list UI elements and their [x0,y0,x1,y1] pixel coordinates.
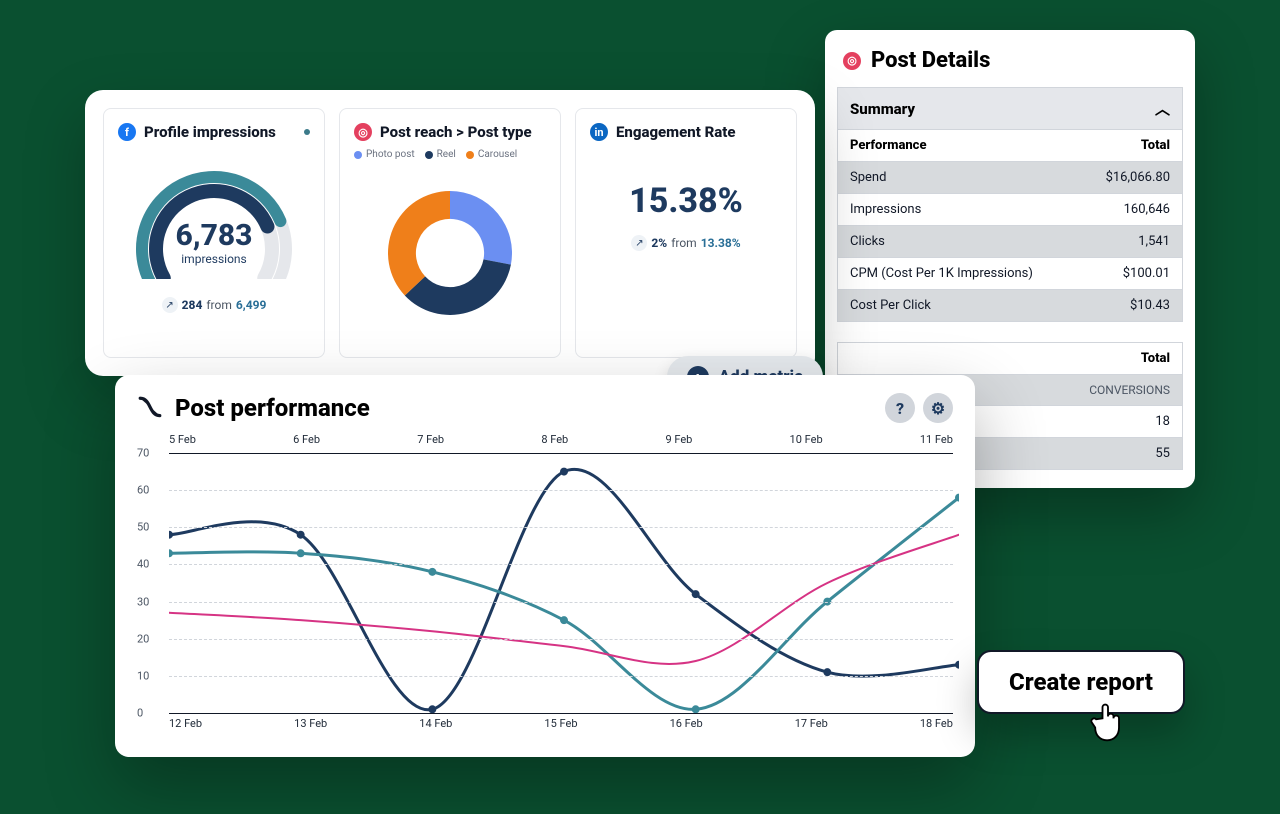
row-val: 55 [1155,446,1170,461]
legend-item: Reel [425,149,456,160]
row-val: $100.01 [1123,266,1170,281]
line-chart: 5 Feb 6 Feb 7 Feb 8 Feb 9 Feb 10 Feb 11 Feb 12… [137,435,953,735]
summary-label: Summary [850,100,915,118]
row-val: $16,066.80 [1106,170,1170,185]
x-tick-label: 13 Feb [294,717,327,737]
analytics-icon [137,395,163,421]
col-total: Total [1141,138,1170,153]
create-report-button[interactable]: Create report [977,650,1185,714]
gear-icon[interactable]: ⚙ [923,393,953,423]
cursor-hand-icon [1086,700,1130,744]
y-tick-label: 0 [137,707,143,720]
linkedin-icon: in [590,123,608,141]
engagement-value: 15.38% [590,181,782,221]
profile-impressions-tile[interactable]: f Profile impressions 6,783impressions ↗… [103,108,325,358]
y-tick-label: 20 [137,632,149,645]
row-val: 160,646 [1124,202,1170,217]
chart-title: Post performance [175,394,370,422]
summary-toggle[interactable]: Summary ︿ [837,87,1183,130]
x-tick-label: 9 Feb [665,433,692,446]
chevron-up-icon: ︿ [1155,98,1170,119]
table-row: Spend $16,066.80 [837,162,1183,194]
legend-item: Photo post [354,149,415,160]
donut-chart [365,168,535,338]
row-val: $10.43 [1130,298,1170,313]
arrow-up-icon: ↗ [631,235,647,251]
x-tick-label: 16 Feb [670,717,703,737]
profile-impressions-title: Profile impressions [144,123,276,141]
create-report-label: Create report [1009,668,1153,696]
donut-legend: Photo post Reel Carousel [354,149,546,160]
y-tick-label: 40 [137,558,149,571]
table-row: Impressions 160,646 [837,194,1183,226]
x-tick-label: 12 Feb [169,717,202,737]
y-tick-label: 70 [137,447,149,460]
table-row: Clicks 1,541 [837,226,1183,258]
x-tick-label: 18 Feb [920,717,953,737]
post-reach-title: Post reach > Post type [380,123,532,141]
engagement-delta: 2% [651,236,667,250]
row-val: 18 [1155,414,1170,429]
engagement-title: Engagement Rate [616,123,736,141]
post-performance-card: Post performance ? ⚙ 5 Feb 6 Feb 7 Feb 8 Fe… [115,375,975,757]
table-row: Cost Per Click $10.43 [837,290,1183,322]
table-row: CPM (Cost Per 1K Impressions) $100.01 [837,258,1183,290]
row-key: Spend [850,170,886,185]
row-key: Impressions [850,202,921,217]
delta-ref: 6,499 [236,298,267,312]
line-chart-svg [169,453,959,713]
gauge-chart: 6,783impressions [119,149,309,279]
post-reach-tile[interactable]: ◎ Post reach > Post type Photo post Reel C… [339,108,561,358]
instagram-icon: ◎ [354,123,372,141]
x-tick-label: 11 Feb [920,433,953,446]
y-tick-label: 60 [137,484,149,497]
y-tick-label: 30 [137,595,149,608]
delta-value: 284 [182,298,203,312]
facebook-icon: f [118,123,136,141]
table-header: Performance Total [837,130,1183,162]
x-tick-label: 10 Feb [790,433,823,446]
delta-from-word: from [206,298,232,312]
row-key: Cost Per Click [850,298,931,313]
x-tick-label: 14 Feb [419,717,452,737]
delta-from-word: from [671,236,697,250]
legend-item: Carousel [466,149,517,160]
row-key: Clicks [850,234,885,249]
col-performance: Performance [850,138,927,153]
x-tick-label: 5 Feb [169,433,196,446]
post-details-title: Post Details [871,48,990,73]
x-tick-label: 8 Feb [541,433,568,446]
instagram-icon: ◎ [843,52,861,70]
help-icon[interactable]: ? [885,393,915,423]
row-key: CPM (Cost Per 1K Impressions) [850,266,1033,281]
engagement-ref: 13.38% [701,236,741,250]
x-tick-label: 7 Feb [417,433,444,446]
svg-text:6,783: 6,783 [176,218,253,253]
y-tick-label: 10 [137,669,149,682]
engagement-tile[interactable]: in Engagement Rate 15.38% ↗ 2% from 13.3… [575,108,797,358]
arrow-up-icon: ↗ [162,297,178,313]
row-val: 1,541 [1138,234,1170,249]
x-tick-label: 15 Feb [544,717,577,737]
svg-text:impressions: impressions [181,252,246,266]
x-tick-label: 17 Feb [795,717,828,737]
y-tick-label: 50 [137,521,149,534]
x-tick-label: 6 Feb [293,433,320,446]
metrics-strip: f Profile impressions 6,783impressions ↗… [85,90,815,376]
conversions-head: Total [837,342,1183,375]
indicator-dot-icon [304,129,310,135]
